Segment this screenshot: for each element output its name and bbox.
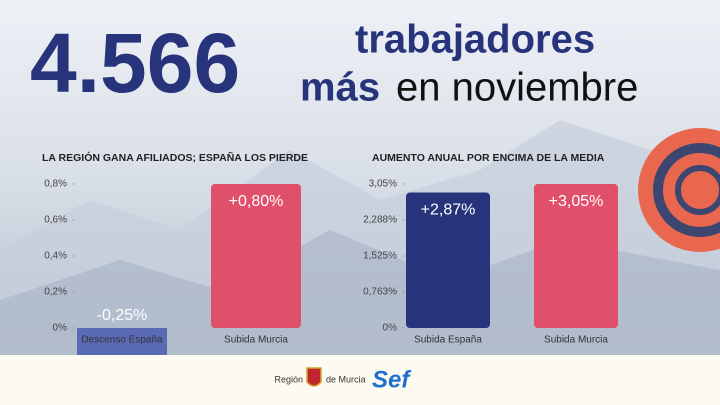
gear-icon: [638, 128, 720, 252]
coat-of-arms: [306, 367, 322, 387]
footer-region2: de Murcia: [326, 374, 366, 384]
headline-line2b: en noviembre: [396, 66, 638, 110]
x-tick-label: Subida España: [414, 335, 482, 346]
footer: [0, 355, 720, 405]
y-tick-label: 0%: [53, 323, 68, 334]
footer-region: Región: [274, 374, 303, 384]
value-label: +3,05%: [549, 193, 604, 210]
x-tick-label: Subida Murcia: [544, 335, 608, 346]
bar: [406, 192, 490, 328]
chart-title: LA REGIÓN GANA AFILIADOS; ESPAÑA LOS PIE…: [42, 151, 308, 164]
y-tick-label: 0%: [383, 323, 398, 334]
y-tick-label: 0,763%: [363, 287, 397, 298]
y-tick-label: 0,8%: [44, 179, 67, 190]
chart-title: AUMENTO ANUAL POR ENCIMA DE LA MEDIA: [372, 152, 605, 164]
y-tick-label: 0,4%: [44, 251, 67, 262]
headline-number: 4.566: [30, 16, 240, 110]
value-label: +2,87%: [421, 202, 476, 219]
bar: [534, 184, 618, 328]
y-tick-label: 0,2%: [44, 287, 67, 298]
value-label: +0,80%: [229, 193, 284, 210]
footer-brand: Sef: [372, 366, 411, 393]
y-tick-label: 0,6%: [44, 215, 67, 226]
y-tick-label: 2,288%: [363, 215, 397, 226]
headline-line2a: más: [300, 66, 380, 110]
y-tick-label: 1,525%: [363, 251, 397, 262]
charts: LA REGIÓN GANA AFILIADOS; ESPAÑA LOS PIE…: [42, 151, 618, 373]
bar: [211, 184, 301, 328]
headline-line1: trabajadores: [355, 18, 595, 62]
x-tick-label: Subida Murcia: [224, 335, 288, 346]
value-label: -0,25%: [97, 307, 148, 324]
x-tick-label: Descenso España: [81, 335, 163, 346]
y-tick-label: 3,05%: [369, 179, 397, 190]
